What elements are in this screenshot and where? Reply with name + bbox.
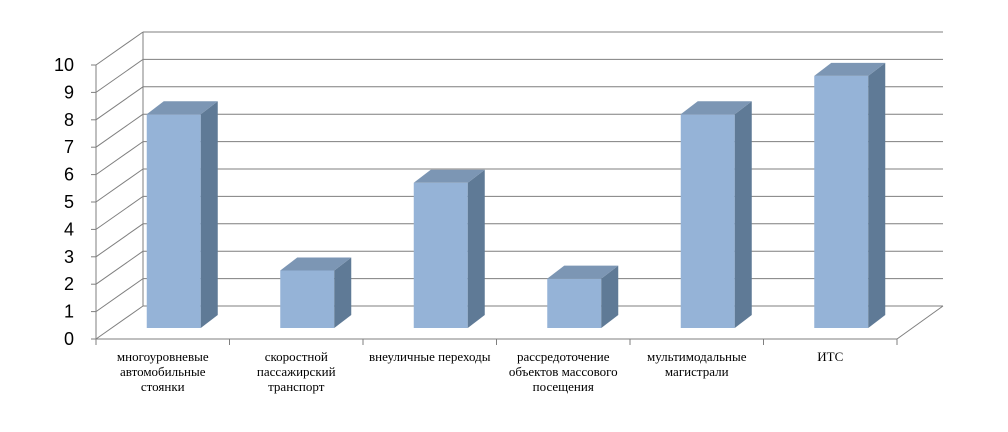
gridline-diagonal [95, 141, 144, 176]
bar-side [868, 62, 886, 329]
gridline-diagonal [95, 113, 144, 148]
y-tick-label: 8 [64, 110, 74, 130]
gridline-diagonal [95, 195, 144, 230]
gridline-diagonal [95, 31, 144, 66]
bar-top [413, 169, 485, 183]
y-tick-label: 7 [64, 137, 74, 157]
bar-front [280, 270, 335, 328]
bar-side [467, 169, 485, 328]
bar-top [814, 62, 886, 76]
gridline-diagonal [95, 223, 144, 258]
y-tick-label: 9 [64, 82, 74, 102]
y-tick-label: 5 [64, 192, 74, 212]
gridline-diagonal [95, 278, 144, 313]
x-tick-label: скоростной пассажирский транспорт [256, 349, 336, 394]
bar-front [146, 114, 201, 328]
bar-top [146, 101, 218, 115]
bar-front [547, 278, 602, 328]
y-axis-ticks: 0 1 2 3 4 5 6 7 8 9 10 [54, 55, 74, 349]
y-tick-label: 6 [64, 165, 74, 185]
bar-top [280, 257, 352, 271]
gridlines [91, 31, 944, 345]
gridline-diagonal [95, 58, 144, 93]
gridline-diagonal [95, 86, 144, 121]
bar-top [547, 265, 619, 279]
x-tick-label: многоуровневые автомобильные стоянки [116, 349, 209, 394]
bar-side [334, 257, 352, 328]
bar-front [814, 75, 869, 328]
gridline-diagonal [95, 305, 144, 340]
y-tick-label: 2 [64, 274, 74, 294]
bar-front [680, 114, 735, 328]
x-tick-label: мультимодальные магистрали [647, 349, 747, 379]
x-tick-label: внеуличные переходы [369, 349, 491, 364]
y-tick-label: 3 [64, 247, 74, 267]
bar-top [680, 101, 752, 115]
bar-front [413, 182, 468, 328]
bar-side [200, 101, 218, 328]
y-tick-label: 10 [54, 55, 74, 75]
y-tick-label: 0 [64, 329, 74, 349]
y-tick-label: 4 [64, 219, 74, 239]
gridline-diagonal [95, 168, 144, 203]
x-tick-label: рассредоточение объектов массового посещ… [508, 349, 618, 394]
x-tick-label: ИТС [817, 349, 844, 364]
y-tick-label: 1 [64, 302, 74, 322]
bars [146, 62, 886, 329]
bar-side [734, 101, 752, 328]
bar-side [601, 265, 619, 328]
floor-right-edge [896, 305, 944, 340]
gridline-diagonal [95, 250, 144, 285]
